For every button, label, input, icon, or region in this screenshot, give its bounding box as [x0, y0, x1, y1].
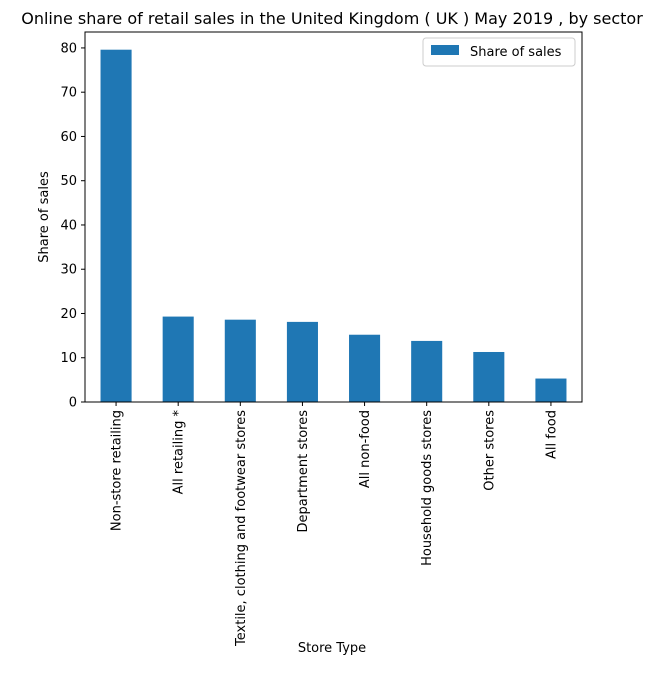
x-axis-label: Store Type	[298, 641, 366, 656]
x-tick-label-5: Household goods stores	[420, 410, 435, 566]
y-tick-label-3: 30	[60, 263, 77, 278]
bar-0	[100, 49, 132, 402]
bars-group	[100, 49, 567, 402]
chart-title: Online share of retail sales in the Unit…	[21, 9, 643, 28]
y-tick-label-2: 20	[60, 307, 77, 322]
legend: Share of sales	[422, 37, 576, 67]
bar-7	[535, 378, 567, 402]
x-tick-label-4: All non-food	[358, 410, 373, 488]
x-tick-label-7: All food	[544, 410, 559, 459]
bar-2	[224, 319, 256, 402]
bar-1	[162, 316, 194, 402]
y-axis-label: Share of sales	[37, 171, 52, 263]
legend-label: Share of sales	[470, 45, 562, 60]
bar-3	[286, 321, 318, 402]
legend-swatch	[431, 45, 459, 55]
legend-frame	[422, 37, 576, 67]
y-tick-label-7: 70	[60, 86, 77, 101]
x-axis: Non-store retailing All retailing * Textil…	[110, 402, 559, 647]
x-tick-label-3: Department stores	[296, 410, 311, 533]
x-tick-label-0: Non-store retailing	[110, 410, 125, 531]
x-tick-label-1: All retailing *	[172, 410, 187, 495]
y-axis: 0 10 20 30 40 50 60 70 80	[60, 41, 85, 411]
y-tick-label-1: 10	[60, 351, 77, 366]
plot-frame	[84, 31, 583, 403]
bar-6	[473, 351, 505, 402]
y-tick-label-6: 60	[60, 130, 77, 145]
y-tick-label-4: 40	[60, 218, 77, 233]
x-tick-label-6: Other stores	[482, 410, 497, 491]
bar-4	[349, 334, 381, 402]
x-tick-label-2: Textile, clothing and footwear stores	[234, 410, 249, 647]
bar-5	[411, 340, 443, 402]
y-tick-label-8: 80	[60, 41, 77, 56]
y-tick-label-5: 50	[60, 174, 77, 189]
y-tick-label-0: 0	[69, 396, 77, 411]
